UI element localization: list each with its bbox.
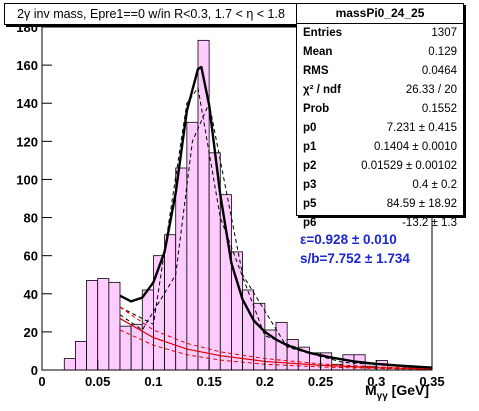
y-tick-label: 140 bbox=[16, 96, 38, 111]
y-tick-label: 80 bbox=[24, 211, 38, 226]
x-tick-label: 0.2 bbox=[256, 374, 274, 389]
stat-row: Prob 0.1552 bbox=[297, 100, 463, 119]
stat-label: p1 bbox=[303, 141, 317, 153]
stat-value: 7.231 ± 0.415 bbox=[386, 122, 457, 134]
stat-label: Mean bbox=[303, 46, 333, 58]
x-tick-label: 0 bbox=[38, 374, 45, 389]
stat-row: Mean 0.129 bbox=[297, 43, 463, 62]
x-tick-label: 0.15 bbox=[196, 374, 221, 389]
x-tick-label: 0.1 bbox=[144, 374, 162, 389]
background-fit-curve bbox=[119, 318, 433, 370]
x-tick-label: 0.05 bbox=[85, 374, 110, 389]
x-tick-label: 0.3 bbox=[367, 374, 385, 389]
histogram-bar bbox=[86, 280, 99, 371]
y-tick-label: 0 bbox=[31, 363, 38, 378]
histogram-bar bbox=[108, 281, 121, 371]
stat-row: RMS 0.0464 bbox=[297, 62, 463, 81]
y-tick-label: 20 bbox=[24, 325, 38, 340]
stat-label: p0 bbox=[303, 122, 317, 134]
background-band-lower bbox=[119, 329, 433, 370]
stats-title: massPi0_24_25 bbox=[297, 4, 463, 24]
x-tick-label: 0.25 bbox=[308, 374, 333, 389]
stat-row: p1 0.1404 ± 0.0010 bbox=[297, 138, 463, 157]
y-tick-label: 40 bbox=[24, 287, 38, 302]
stat-label: RMS bbox=[303, 65, 329, 77]
y-tick-label: 60 bbox=[24, 249, 38, 264]
stat-value: 0.129 bbox=[428, 46, 457, 58]
histogram-bar bbox=[130, 323, 143, 371]
histogram-bar bbox=[119, 325, 132, 371]
stat-label: p2 bbox=[303, 160, 317, 172]
signal-background-text: s/b=7.752 ± 1.734 bbox=[300, 251, 410, 266]
stat-row: Entries 1307 bbox=[297, 24, 463, 43]
histogram-bar bbox=[197, 39, 210, 371]
stat-value: 0.0464 bbox=[421, 65, 457, 77]
background-band-upper bbox=[119, 306, 433, 369]
stat-label: Entries bbox=[303, 27, 342, 39]
stat-label: Prob bbox=[303, 103, 330, 115]
stat-value: 0.1552 bbox=[421, 103, 457, 115]
x-axis-label-unit: [GeV] bbox=[387, 382, 430, 398]
stat-label: χ² / ndf bbox=[303, 84, 341, 96]
histogram-bar bbox=[97, 278, 110, 371]
stats-box: massPi0_24_25 Entries 1307 Mean 0.129 RMS 0.0… bbox=[296, 3, 464, 229]
stat-row: χ² / ndf 26.33 / 20 bbox=[297, 81, 463, 100]
stat-value: 26.33 / 20 bbox=[405, 84, 457, 96]
total-fit-curve bbox=[119, 65, 433, 369]
y-tick-label: 160 bbox=[16, 58, 38, 73]
x-tick-label: 0.35 bbox=[419, 374, 444, 389]
stat-row: p6 -13.2 ± 1.3 bbox=[297, 214, 463, 233]
stats-rows: Entries 1307 Mean 0.129 RMS 0.0464 χ² / ndf 26.… bbox=[297, 24, 463, 233]
stat-label: p5 bbox=[303, 198, 317, 210]
stat-value: 0.1404 ± 0.0010 bbox=[373, 141, 457, 153]
stat-value: 0.4 ± 0.2 bbox=[412, 179, 457, 191]
stat-value: 0.01529 ± 0.00102 bbox=[361, 160, 457, 172]
stat-value: 1307 bbox=[431, 27, 457, 39]
plot-title: 2γ inv mass, Epre1==0 w/in R<0.3, 1.7 < … bbox=[4, 3, 298, 25]
x-axis-label-sub: γγ bbox=[376, 390, 388, 402]
stat-row: p3 0.4 ± 0.2 bbox=[297, 176, 463, 195]
y-tick-label: 100 bbox=[16, 172, 38, 187]
x-axis-label-main: M bbox=[365, 382, 377, 398]
axes: 0 0.05 0.1 0.15 0.2 0.25 0.3 0.35 0 20 40 60 80 100 12… bbox=[16, 20, 444, 389]
efficiency-text: ε=0.928 ± 0.010 bbox=[300, 232, 397, 247]
fit-curves bbox=[119, 65, 433, 370]
stat-label: p6 bbox=[303, 217, 317, 229]
stat-row: p0 7.231 ± 0.415 bbox=[297, 119, 463, 138]
stat-value: 84.59 ± 18.92 bbox=[386, 198, 457, 210]
stat-row: p5 84.59 ± 18.92 bbox=[297, 195, 463, 214]
histogram-bar bbox=[141, 289, 154, 371]
histogram-bar bbox=[164, 234, 177, 371]
y-tick-label: 120 bbox=[16, 134, 38, 149]
stat-row: p2 0.01529 ± 0.00102 bbox=[297, 157, 463, 176]
stat-label: p3 bbox=[303, 179, 317, 191]
histogram-bar bbox=[63, 358, 76, 371]
x-axis-label: Mγγ [GeV] bbox=[365, 382, 429, 402]
stat-value: -13.2 ± 1.3 bbox=[402, 217, 457, 229]
histogram-bar bbox=[75, 341, 87, 371]
histogram-bar bbox=[186, 121, 199, 371]
